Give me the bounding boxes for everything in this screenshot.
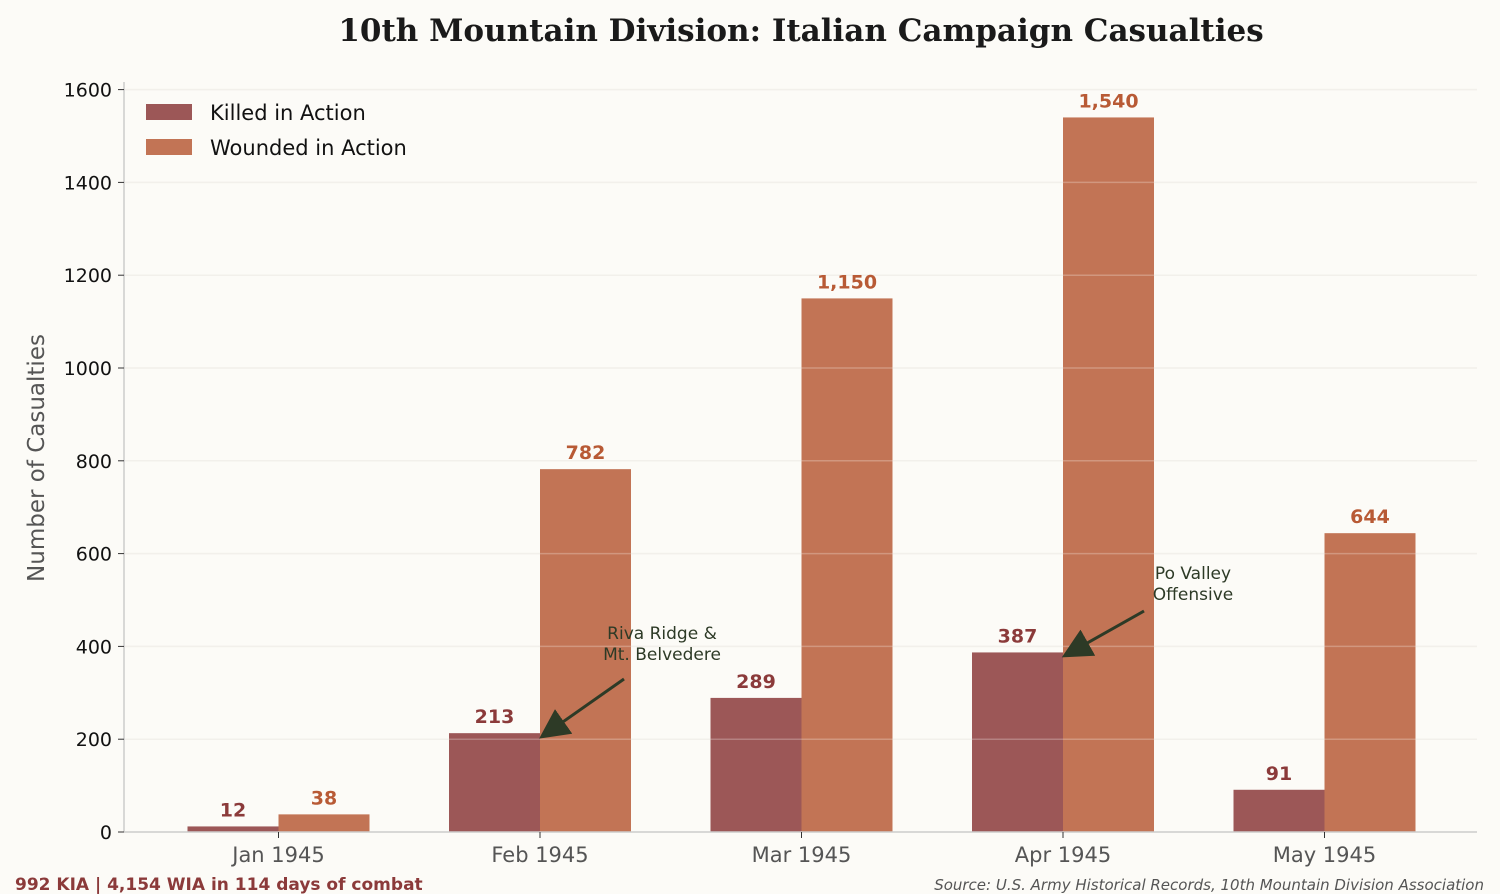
legend-label-kia: Killed in Action <box>210 101 366 125</box>
bar-kia-1 <box>449 733 540 832</box>
legend-swatch-kia <box>146 104 192 120</box>
bar-wia-4 <box>1324 533 1416 832</box>
bar-kia-0 <box>187 826 279 832</box>
legend-label-wia: Wounded in Action <box>210 136 407 160</box>
bar-kia-2 <box>710 697 802 832</box>
data-label-kia: 12 <box>220 799 246 821</box>
data-label-kia: 289 <box>736 671 776 693</box>
data-label-wia: 1,150 <box>817 271 877 293</box>
x-tick-label: May 1945 <box>1273 843 1377 867</box>
y-tick-label: 1400 <box>64 172 112 194</box>
legend: Killed in Action Wounded in Action <box>146 101 407 160</box>
data-label-wia: 644 <box>1350 506 1390 528</box>
annotation-text: Mt. Belvedere <box>603 645 721 665</box>
x-tick-label: Apr 1945 <box>1015 843 1111 867</box>
x-tick-label: Mar 1945 <box>752 843 852 867</box>
data-label-wia: 782 <box>566 442 606 464</box>
annotation-arrow <box>1061 609 1145 658</box>
x-tick-label: Jan 1945 <box>230 843 325 867</box>
data-label-kia: 91 <box>1266 763 1292 785</box>
data-label-kia: 387 <box>998 625 1038 647</box>
data-label-wia: 1,540 <box>1078 90 1138 112</box>
chart-title: 10th Mountain Division: Italian Campaign… <box>338 13 1263 49</box>
bar-wia-1 <box>540 469 631 832</box>
y-tick-label: 1600 <box>64 80 112 102</box>
annotation-text: Offensive <box>1153 585 1233 605</box>
source-note: Source: U.S. Army Historical Records, 10… <box>934 876 1484 894</box>
legend-swatch-wia <box>146 139 192 155</box>
y-tick-label: 1000 <box>64 358 112 380</box>
annotation-text: Po Valley <box>1155 564 1231 584</box>
y-tick-label: 800 <box>76 451 112 473</box>
y-tick-label: 0 <box>100 822 112 844</box>
y-tick-label: 200 <box>76 729 112 751</box>
bar-kia-4 <box>1233 789 1325 832</box>
y-axis-label: Number of Casualties <box>24 334 50 582</box>
data-label-kia: 213 <box>475 706 515 728</box>
y-tick-label: 1200 <box>64 265 112 287</box>
y-tick-label: 400 <box>76 636 112 658</box>
bar-wia-0 <box>278 814 370 832</box>
summary-footer: 992 KIA | 4,154 WIA in 114 days of comba… <box>15 875 423 894</box>
data-label-wia: 38 <box>311 787 337 809</box>
annotation-arrow <box>539 677 625 739</box>
bar-wia-3 <box>1063 117 1154 832</box>
y-tick-label: 600 <box>76 544 112 566</box>
annotation-text: Riva Ridge & <box>607 624 717 644</box>
x-tick-label: Feb 1945 <box>491 843 588 867</box>
bar-wia-2 <box>801 298 893 832</box>
bar-kia-3 <box>972 652 1063 832</box>
